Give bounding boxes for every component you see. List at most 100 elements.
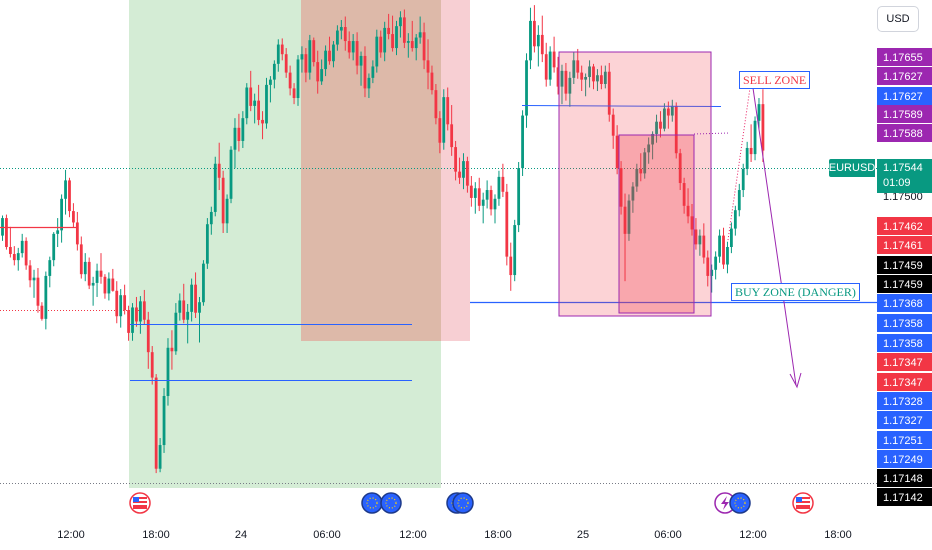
candle-body xyxy=(686,205,690,217)
price-tag-bg xyxy=(877,87,932,105)
candle-body xyxy=(107,278,111,294)
candle xyxy=(745,141,749,176)
candle-body xyxy=(198,302,201,313)
candle-body xyxy=(564,70,568,94)
candle-body xyxy=(643,152,647,174)
candle-body xyxy=(592,66,595,82)
candle xyxy=(142,289,146,325)
candle xyxy=(544,42,548,87)
candle-body xyxy=(103,276,107,294)
candle xyxy=(5,214,8,250)
candle-body xyxy=(454,147,457,172)
candle-body xyxy=(694,229,698,245)
down-arrow-shaft xyxy=(752,87,797,386)
candle-body xyxy=(186,311,190,320)
flag-stripe xyxy=(796,503,810,505)
candle-body xyxy=(584,76,588,80)
eu-stars xyxy=(385,497,397,509)
candle xyxy=(40,302,44,321)
candle xyxy=(418,16,422,44)
candle xyxy=(485,180,489,209)
buy-zone-label[interactable]: BUY ZONE (DANGER) xyxy=(731,283,860,301)
candle-body xyxy=(328,50,331,62)
candle xyxy=(643,147,647,179)
candle-body xyxy=(123,295,127,311)
currency-button[interactable]: USD xyxy=(877,6,919,32)
price-tag-label: 1.17347 xyxy=(883,377,923,389)
candle-body xyxy=(450,124,454,148)
candle-body xyxy=(580,72,584,80)
candle-body xyxy=(540,34,544,55)
candle xyxy=(466,156,469,193)
overlap-zone xyxy=(301,0,441,341)
candle xyxy=(300,46,304,73)
candle-body xyxy=(257,100,260,120)
candle xyxy=(280,38,284,61)
candle xyxy=(623,193,627,282)
candle xyxy=(730,222,733,254)
candle xyxy=(749,124,753,162)
candle xyxy=(603,65,607,89)
flag-stripe xyxy=(133,499,147,501)
event-us-2 xyxy=(792,492,814,514)
candle xyxy=(722,227,725,269)
candle xyxy=(8,226,12,258)
candle xyxy=(663,103,666,132)
candle xyxy=(339,20,343,40)
candle-body xyxy=(8,247,12,255)
candle-body xyxy=(481,199,485,206)
candle xyxy=(36,268,40,313)
event-us-1 xyxy=(129,492,151,514)
candle xyxy=(131,303,134,341)
candle xyxy=(91,276,95,306)
price-tag-label: 1.17142 xyxy=(883,492,923,504)
candle-body xyxy=(245,87,249,119)
price-tag: 1.17358 xyxy=(877,314,932,332)
price-tag-label: 1.17589 xyxy=(883,109,923,121)
candle-body xyxy=(647,144,651,153)
price-tag: 1.17249 xyxy=(877,450,932,468)
candle-body xyxy=(304,54,308,73)
candle xyxy=(182,283,186,324)
candle-body xyxy=(261,119,264,124)
candle xyxy=(399,11,402,38)
price-tag: 1.17328 xyxy=(877,392,932,410)
candle xyxy=(20,233,24,258)
price-tag-bg xyxy=(877,105,932,123)
candle xyxy=(308,34,312,80)
candle-body xyxy=(44,275,48,319)
price-tag-label: 1.17148 xyxy=(883,473,923,485)
candle-body xyxy=(560,70,564,87)
candle-body xyxy=(682,183,686,206)
candle-body xyxy=(639,169,643,174)
candle xyxy=(292,83,296,105)
candle-body xyxy=(336,30,339,45)
price-tag-label: 1.17327 xyxy=(883,415,923,427)
candle xyxy=(213,156,217,217)
candle-body xyxy=(588,66,591,77)
candle xyxy=(497,170,501,206)
candle-body xyxy=(414,37,418,49)
candle-body xyxy=(623,206,627,234)
price-axis: 1.17500 1.17655 1.17627 1.17627 1.17589 1.175… xyxy=(877,0,932,550)
price-tag-label: 1.17358 xyxy=(883,318,923,330)
candle-body xyxy=(150,352,154,378)
candle xyxy=(174,303,178,355)
candle-body xyxy=(517,168,521,226)
candle xyxy=(489,185,493,216)
candle xyxy=(631,182,635,213)
candle xyxy=(75,211,79,251)
candle-body xyxy=(529,20,532,61)
candle xyxy=(249,70,253,112)
candle xyxy=(99,253,103,284)
candle xyxy=(454,140,457,181)
candle xyxy=(316,50,320,94)
candle xyxy=(209,206,213,235)
candle-body xyxy=(442,97,446,143)
candle xyxy=(162,388,166,453)
candle xyxy=(560,64,564,105)
candle xyxy=(651,131,654,160)
x-tick-label: 25 xyxy=(577,529,589,541)
sell-zone-label[interactable]: SELL ZONE xyxy=(739,71,811,89)
